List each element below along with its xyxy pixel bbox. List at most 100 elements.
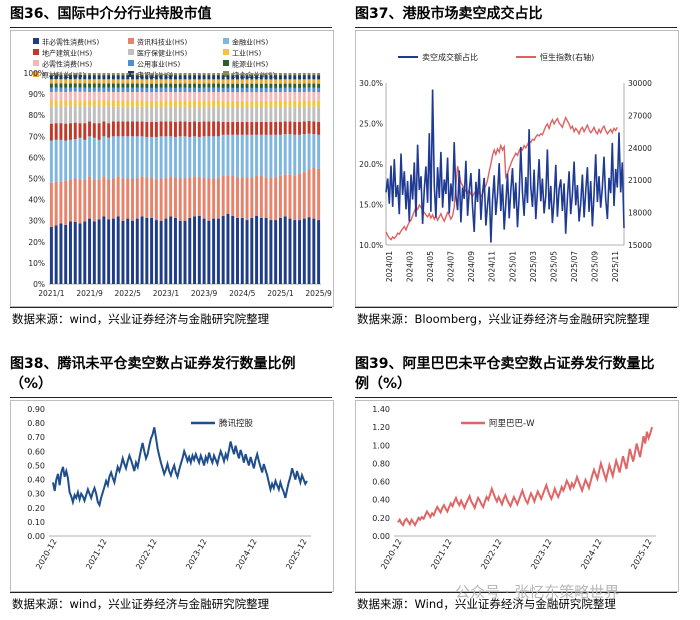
bar-25-6 — [169, 91, 173, 101]
bar-14-2 — [116, 136, 120, 177]
bar-41-8 — [245, 83, 249, 88]
bar-37-1 — [226, 175, 230, 214]
bar-53-11 — [302, 73, 306, 76]
bar-46-11 — [269, 73, 273, 76]
bar-56-5 — [317, 100, 321, 108]
bar-28-2 — [183, 136, 187, 179]
bar-41-3 — [245, 122, 249, 135]
bar-13-4 — [111, 106, 115, 122]
panel-39-rule — [355, 397, 677, 398]
bar-18-8 — [135, 83, 139, 88]
bar-30-5 — [193, 100, 197, 107]
bar-49-3 — [283, 121, 287, 135]
bar-25-0 — [169, 216, 173, 284]
bar-38-8 — [231, 83, 235, 88]
bar-40-8 — [240, 83, 244, 88]
bar-35-7 — [216, 87, 220, 92]
bar-44-4 — [259, 107, 263, 123]
bar-47-4 — [274, 107, 278, 123]
bar-43-6 — [255, 92, 259, 101]
bar-8-0 — [88, 218, 92, 284]
bar-4-3 — [68, 123, 72, 140]
bar-43-11 — [255, 73, 259, 76]
bar-3-0 — [64, 224, 68, 284]
bar-27-3 — [178, 121, 182, 137]
bar-29-3 — [188, 122, 192, 137]
bar-37-7 — [226, 87, 230, 93]
bar-49-6 — [283, 91, 287, 101]
bar-14-11 — [116, 73, 120, 76]
bar-31-10 — [197, 75, 201, 80]
bar-33-1 — [207, 178, 211, 221]
x-tick-1: 2021-12 — [429, 538, 454, 571]
bar-4-11 — [68, 73, 72, 76]
bar-9-10 — [92, 75, 96, 80]
bar-28-7 — [183, 87, 187, 92]
bar-21-6 — [150, 92, 154, 101]
bar-8-11 — [88, 73, 92, 76]
bar-25-1 — [169, 176, 173, 217]
bar-44-5 — [259, 100, 263, 108]
bar-54-3 — [307, 121, 311, 134]
bar-2-11 — [59, 73, 63, 76]
bar-19-6 — [140, 91, 144, 101]
bar-2-10 — [59, 75, 63, 80]
bar-26-8 — [173, 83, 177, 88]
bar-5-11 — [73, 73, 77, 76]
y-tick-4: 0.40 — [27, 476, 45, 485]
bar-47-10 — [274, 75, 278, 80]
bar-47-0 — [274, 220, 278, 284]
legend-swatch-8 — [223, 60, 229, 66]
bar-47-2 — [274, 134, 278, 178]
bar-42-10 — [250, 75, 254, 80]
y-tick-9: 0.90 — [27, 405, 45, 414]
bar-50-10 — [288, 75, 292, 80]
legend-label-0: 腾讯控股 — [219, 418, 254, 429]
bar-54-0 — [307, 217, 311, 284]
bar-5-6 — [73, 91, 77, 100]
bar-27-1 — [178, 178, 182, 221]
bar-0-10 — [49, 75, 53, 80]
bar-35-11 — [216, 73, 220, 76]
bar-31-1 — [197, 177, 201, 216]
bar-41-11 — [245, 73, 249, 76]
bar-10-1 — [97, 179, 101, 220]
bar-8-8 — [88, 83, 92, 88]
panel-36-title: 图36、国际中介分行业持股市值 — [10, 6, 212, 22]
bar-36-9 — [221, 79, 225, 84]
bar-23-11 — [159, 73, 163, 76]
bar-45-8 — [264, 83, 268, 88]
x-tick-2: 2022-12 — [479, 538, 504, 571]
bar-36-1 — [221, 175, 225, 216]
bar-36-6 — [221, 92, 225, 101]
y-tick-5: 1.00 — [372, 441, 390, 450]
bar-54-4 — [307, 106, 311, 122]
bar-16-11 — [126, 73, 130, 76]
bar-48-4 — [278, 107, 282, 123]
bar-44-2 — [259, 134, 263, 176]
bar-11-3 — [102, 121, 106, 137]
bar-10-11 — [97, 73, 101, 76]
bar-17-4 — [131, 106, 134, 122]
bar-42-9 — [250, 79, 254, 84]
bar-43-2 — [255, 134, 259, 176]
panel-38-rule-bottom — [10, 592, 332, 593]
x-tick-0: 2020-12 — [34, 538, 59, 571]
bar-21-7 — [150, 87, 154, 93]
bar-32-4 — [202, 106, 206, 122]
bar-48-9 — [278, 79, 282, 84]
bar-30-9 — [193, 79, 197, 84]
bar-3-6 — [64, 91, 68, 101]
x-tick-5: 2025-12 — [629, 538, 654, 571]
bar-28-0 — [183, 220, 187, 284]
x-tick-8: 2025/05 — [549, 251, 558, 282]
bar-50-8 — [288, 83, 292, 88]
x-tick-6: 2025/01 — [508, 251, 517, 282]
bar-23-6 — [159, 91, 163, 101]
bar-11-5 — [102, 100, 106, 107]
bar-46-10 — [269, 75, 273, 80]
bar-27-6 — [178, 91, 182, 101]
bar-24-0 — [164, 218, 168, 284]
bar-4-4 — [68, 106, 72, 124]
bar-44-7 — [259, 87, 263, 93]
